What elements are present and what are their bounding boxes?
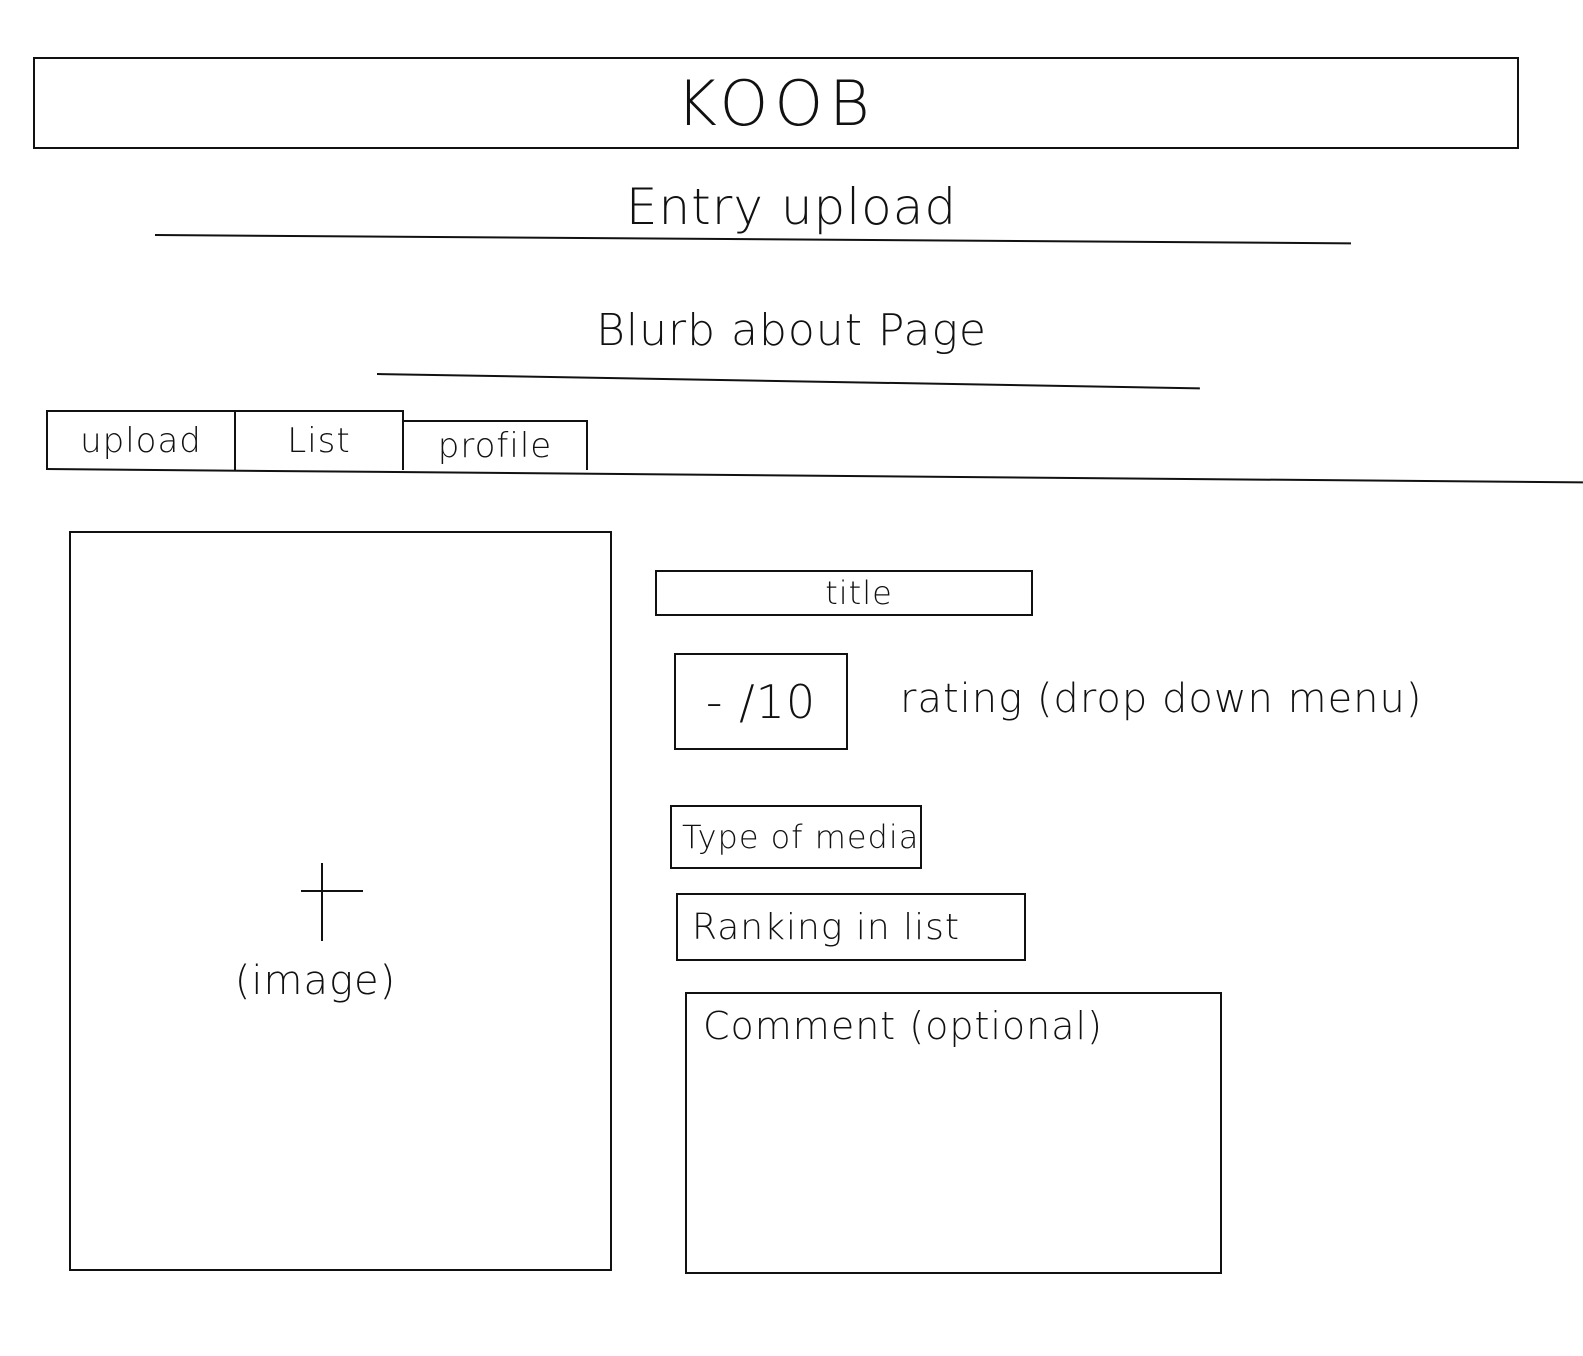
page-title: Entry upload xyxy=(625,178,958,236)
nav-tabs: upload List profile xyxy=(46,410,588,470)
image-upload-label: (image) xyxy=(234,958,397,1004)
page-blurb-divider xyxy=(376,373,1200,390)
media-type-input[interactable]: Type of media xyxy=(670,805,922,869)
rating-note: rating (drop down menu) xyxy=(900,676,1423,722)
app-title: KOOB xyxy=(676,66,876,140)
image-upload-box[interactable]: (image) xyxy=(69,531,612,1271)
tabs-divider xyxy=(45,468,1583,484)
page-blurb: Blurb about Page xyxy=(596,305,987,356)
title-input[interactable]: title xyxy=(655,570,1033,616)
app-header: KOOB xyxy=(33,57,1519,149)
plus-icon xyxy=(301,863,365,943)
tab-profile[interactable]: profile xyxy=(404,420,588,470)
comment-textarea[interactable]: Comment (optional) xyxy=(685,992,1222,1274)
rating-dropdown[interactable]: - /10 xyxy=(674,653,848,750)
tab-upload[interactable]: upload xyxy=(46,410,236,470)
tab-list[interactable]: List xyxy=(236,410,404,470)
ranking-input[interactable]: Ranking in list xyxy=(676,893,1026,961)
